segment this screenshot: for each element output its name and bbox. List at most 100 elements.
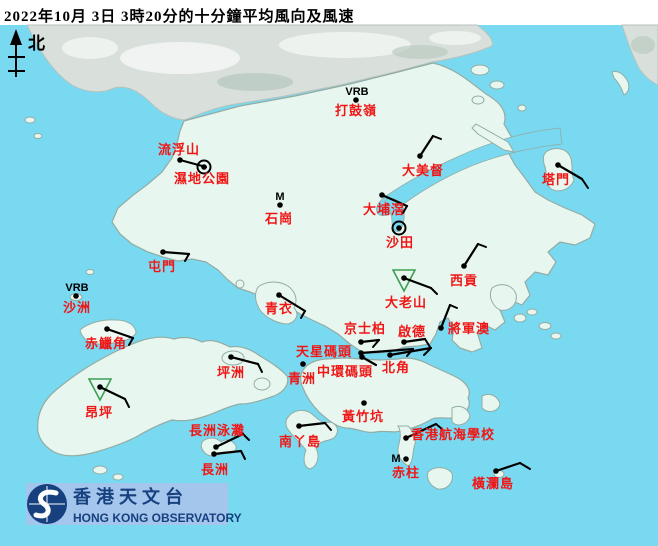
station-label: 南丫島	[279, 434, 321, 449]
station-label: 天星碼頭	[296, 344, 352, 359]
station-label: 塔門	[542, 172, 570, 187]
calm-circle-icon	[391, 220, 407, 236]
station-dot	[401, 339, 407, 345]
station-dot	[277, 202, 283, 208]
double-haven-island	[471, 123, 516, 153]
station-dot	[73, 293, 79, 299]
station-dot	[104, 326, 110, 332]
station-label: 長洲泳灘	[189, 423, 245, 438]
station-dot	[403, 435, 409, 441]
station-label: 赤鱲角	[85, 336, 127, 351]
station-label: 北角	[382, 360, 410, 375]
wind-barb-feather	[581, 178, 589, 189]
wind-barb-shaft	[402, 276, 433, 290]
station-label: 中環碼頭	[317, 364, 373, 379]
wind-barb-shaft	[214, 432, 245, 449]
station-label: 打鼓嶺	[335, 103, 377, 118]
wind-barb-shaft	[418, 134, 435, 158]
station-label: 橫瀾島	[472, 476, 514, 491]
station-dot	[201, 164, 207, 170]
station-石崗: M 石崗	[264, 191, 292, 226]
wind-barb-shaft	[277, 293, 307, 313]
station-屯門: 屯門	[148, 249, 191, 274]
soko-islands	[92, 465, 108, 475]
kau-sai-chau-island	[489, 284, 517, 311]
station-赤柱: M赤柱	[391, 453, 419, 480]
po-toi-island	[427, 467, 453, 490]
station-dot	[438, 325, 444, 331]
station-濕地公園: 濕地公園	[174, 159, 229, 186]
station-坪洲: 坪洲	[217, 354, 263, 380]
wind-barb-shaft	[161, 250, 191, 256]
wind-barb-feather	[128, 337, 134, 346]
station-label: 香港航海學校	[410, 427, 495, 442]
station-dot	[353, 97, 359, 103]
station-dot	[228, 354, 234, 360]
station-dot	[97, 384, 103, 390]
wind-barb-shaft	[359, 347, 415, 355]
station-label: 青洲	[288, 371, 316, 386]
wind-barb-feather	[184, 253, 190, 262]
wind-barb-shaft	[105, 327, 135, 340]
station-塔門: 塔門	[542, 162, 589, 189]
wind-barb-feather	[423, 347, 432, 356]
station-南丫島: 南丫島	[279, 421, 332, 449]
wind-barb-feather	[257, 363, 263, 373]
station-label: 青衣	[265, 301, 293, 316]
station-香港航海學校: 香港航海學校	[403, 422, 495, 442]
station-赤鱲角: 赤鱲角	[85, 326, 135, 351]
lantau-island	[37, 336, 289, 457]
station-label: 西貢	[450, 273, 478, 288]
station-dot	[300, 361, 306, 367]
wind-barb-feather	[242, 433, 250, 441]
wind-barb-feather	[372, 339, 380, 348]
wind-barb-feather	[519, 462, 531, 470]
station-dot	[493, 468, 499, 474]
wind-barb-shaft	[380, 193, 409, 208]
station-label: 大埔滘	[363, 202, 405, 217]
station-橫瀾島: 橫瀾島	[472, 461, 531, 491]
wind-barb-feather	[124, 398, 130, 408]
station-label: 屯門	[148, 259, 176, 274]
station-大埔滘: 大埔滘	[363, 192, 409, 217]
wind-barb-feather	[432, 135, 442, 140]
station-label: 京士柏	[344, 321, 386, 336]
station-dot	[160, 249, 166, 255]
wind-barb-shaft	[404, 422, 438, 440]
north-arrow-label: 北	[28, 34, 45, 53]
wind-barb-feather	[430, 287, 438, 295]
station-dot	[401, 275, 407, 281]
station-長洲: 長洲	[201, 449, 246, 477]
station-北角: 北角	[382, 346, 433, 375]
station-dot	[296, 423, 302, 429]
station-label: 坪洲	[217, 365, 245, 380]
station-dot	[177, 157, 183, 163]
daguliar-peninsula	[451, 405, 471, 426]
wind-barb-shaft	[494, 461, 522, 473]
station-dot	[211, 451, 217, 457]
station-dot	[359, 354, 365, 360]
station-京士柏: 京士柏	[344, 321, 386, 348]
logo-english-name: HONG KONG OBSERVATORY	[73, 511, 242, 525]
flag-VRB: VRB	[345, 86, 368, 98]
station-label: 昂坪	[85, 405, 113, 420]
ping-chau-island	[611, 71, 630, 96]
station-沙田: 沙田	[386, 220, 413, 250]
station-青衣: 青衣	[265, 292, 307, 319]
wind-barb-shaft	[462, 242, 480, 268]
station-dot	[361, 400, 367, 406]
wind-barb-shaft	[212, 449, 243, 456]
station-啟德: 啟德	[398, 324, 431, 348]
flag-M: M	[275, 191, 284, 203]
station-黃竹坑: 黃竹坑	[341, 400, 383, 424]
chek-lap-kok-island	[79, 319, 137, 345]
hko-logo: 香港天文台 HONG KONG OBSERVATORY	[26, 483, 242, 525]
station-dot	[396, 225, 402, 231]
kat-o-islands	[470, 64, 490, 76]
hei-ling-chau-island	[253, 377, 271, 391]
station-label: 大美督	[402, 163, 444, 178]
station-打鼓嶺: VRB 打鼓嶺	[335, 86, 377, 118]
